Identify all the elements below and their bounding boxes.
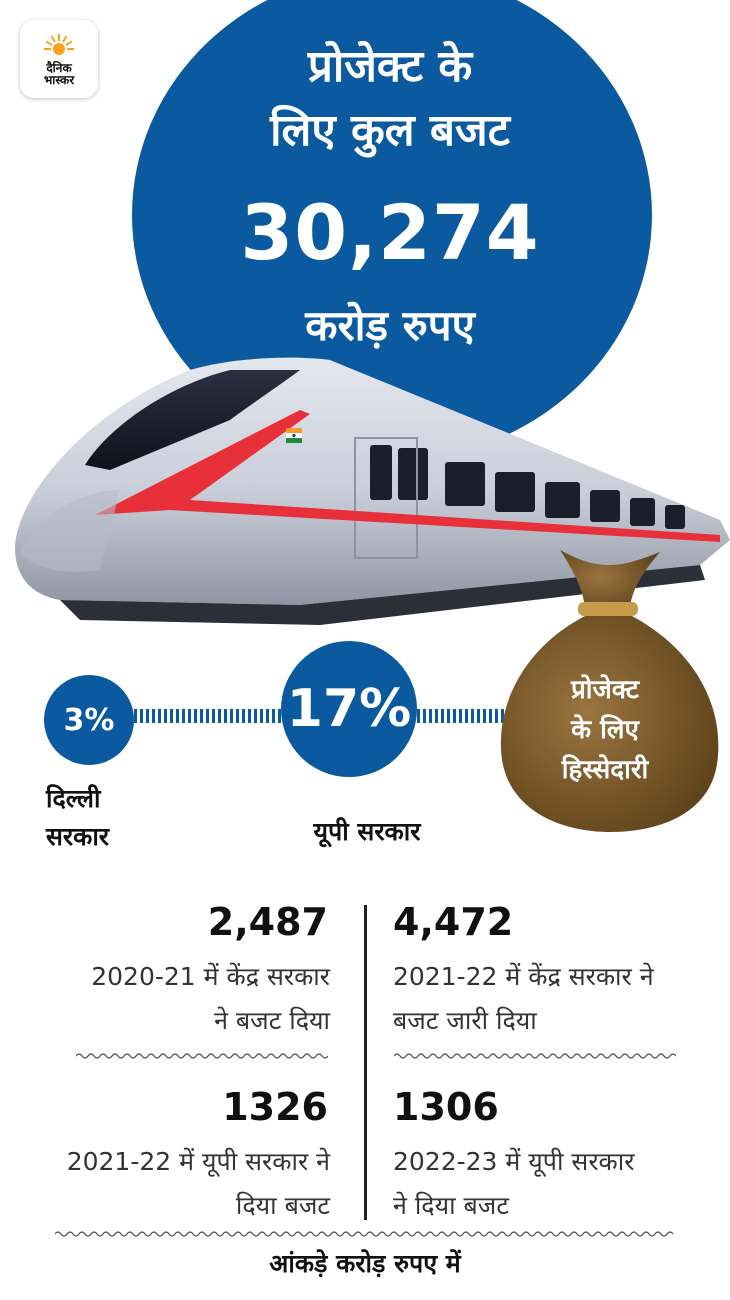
logo-text-line1: दैनिक [46, 61, 72, 75]
stat-description: 2021-22 में केंद्र सरकार ने बजट जारी दिय… [393, 955, 693, 1043]
bag-label-line1: प्रोजेक्ट [570, 675, 640, 705]
stat-value: 1326 [222, 1085, 328, 1129]
stat-description-line: 2022-23 में यूपी सरकार [393, 1147, 635, 1176]
up-share-circle: 17% [281, 641, 417, 777]
hero-title-line2: लिए कुल बजट [270, 105, 510, 156]
sun-icon [44, 34, 74, 55]
total-budget-amount: 30,274 [240, 188, 540, 277]
footer-note: आंकड़े करोड़ रुपए में [269, 1249, 461, 1278]
delhi-share-label: दिल्ली सरकार [46, 784, 110, 851]
stat-value: 1306 [393, 1085, 499, 1129]
stat-description-line: दिया बजट [235, 1191, 330, 1220]
wavy-divider [76, 1053, 328, 1059]
stat-value: 4,472 [393, 900, 514, 944]
dainik-bhaskar-logo: दैनिक भास्कर [20, 20, 98, 98]
stat-description-line: 2021-22 में यूपी सरकार ने [66, 1147, 330, 1176]
logo-text-line2: भास्कर [43, 73, 75, 87]
stat-description-line: 2020-21 में केंद्र सरकार [91, 962, 330, 991]
rrts-train-illustration [14, 357, 730, 625]
stat-description: 2021-22 में यूपी सरकार ने दिया बजट [20, 1140, 330, 1228]
stat-description: 2022-23 में यूपी सरकार ने दिया बजट [393, 1140, 693, 1228]
stat-description-line: ने दिया बजट [393, 1191, 509, 1220]
dotted-connector [134, 709, 281, 723]
dotted-connector [417, 709, 505, 723]
bag-label-line3: हिस्सेदारी [561, 755, 649, 785]
stat-description-line: बजट जारी दिया [393, 1006, 537, 1035]
stat-description: 2020-21 में केंद्र सरकार ने बजट दिया [40, 955, 330, 1043]
up-share-label: यूपी सरकार [313, 817, 421, 846]
money-bag-icon [500, 550, 719, 832]
bag-label-line2: के लिए [571, 715, 639, 745]
total-budget-unit: करोड़ रुपए [305, 301, 475, 350]
hero-title-line1: प्रोजेक्ट के [307, 41, 473, 92]
delhi-share-circle: 3% [44, 675, 134, 765]
vertical-divider [364, 905, 367, 1220]
stat-value: 2,487 [207, 900, 328, 944]
wavy-divider [394, 1053, 676, 1059]
bag-label: प्रोजेक्ट के लिए हिस्सेदारी [520, 670, 690, 790]
wavy-divider [55, 1231, 674, 1237]
stat-description-line: 2021-22 में केंद्र सरकार ने [393, 962, 654, 991]
stat-description-line: ने बजट दिया [214, 1006, 330, 1035]
